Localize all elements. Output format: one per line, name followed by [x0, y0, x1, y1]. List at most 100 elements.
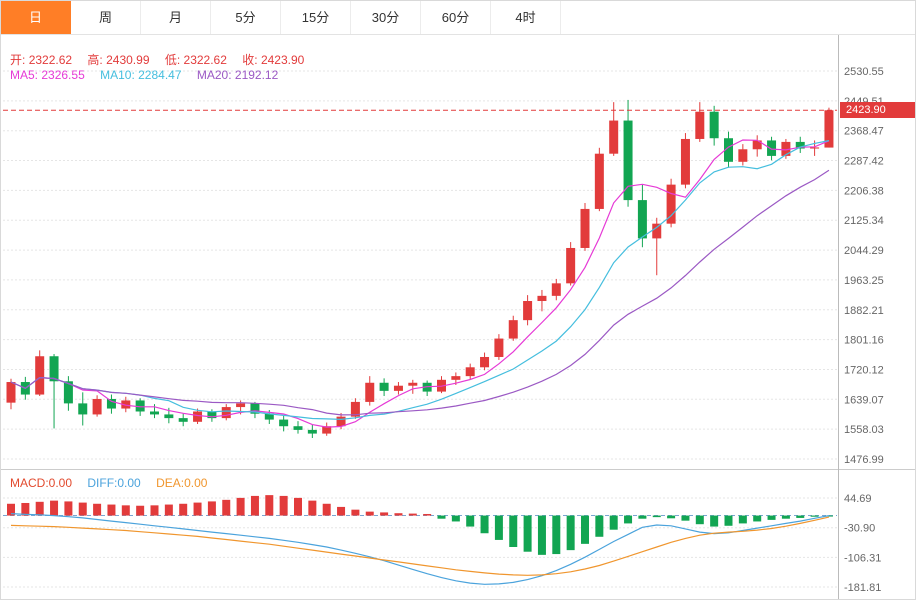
price-axis-label: 2206.38: [844, 185, 884, 197]
macd-hist-bar: [753, 515, 762, 522]
low-value: 2322.62: [183, 53, 227, 67]
macd-value: 0.00: [48, 476, 73, 490]
ma5-line: [10, 139, 830, 428]
macd-hist-bar: [294, 497, 302, 516]
tab-5min[interactable]: 5分: [211, 1, 281, 34]
tab-60min[interactable]: 60分: [421, 1, 491, 34]
candle-body: [609, 120, 619, 154]
candle-body: [207, 411, 217, 419]
candle-body: [480, 356, 490, 368]
macd-hist-bar: [7, 503, 15, 516]
macd-hist-bar: [21, 502, 30, 516]
ma-readout: MA5: 2326.55 MA10: 2284.47 MA20: 2192.12: [10, 68, 290, 82]
macd-hist-bar: [35, 501, 44, 516]
candle-body: [752, 140, 762, 150]
macd-hist-bar: [624, 515, 633, 524]
macd-hist-bar: [523, 515, 532, 552]
macd-hist-bar: [193, 502, 202, 516]
candle-body: [350, 401, 360, 417]
candle-body: [121, 400, 131, 409]
close-label: 收:: [242, 53, 258, 67]
open-label: 开:: [10, 53, 26, 67]
candle-body: [566, 247, 576, 284]
macd-hist-bar: [796, 515, 805, 518]
candle-body: [666, 184, 676, 224]
candle-body: [365, 382, 375, 402]
macd-hist-bar: [451, 515, 460, 522]
candle-body: [63, 381, 73, 404]
candle-body: [106, 398, 116, 409]
candle-body: [250, 403, 260, 414]
candle-body: [652, 223, 662, 239]
candle-body: [6, 382, 16, 403]
macd-hist-bar: [179, 503, 188, 516]
candle-body: [537, 295, 547, 302]
macd-hist-bar: [308, 500, 317, 516]
macd-hist-bar: [537, 515, 546, 555]
macd-hist-bar: [581, 515, 589, 544]
macd-hist-bar: [78, 502, 87, 516]
candle-body: [680, 138, 690, 185]
macd-hist-bar: [566, 515, 575, 551]
candle-body: [35, 356, 45, 395]
candle-body: [336, 416, 346, 427]
candle-body: [738, 149, 748, 162]
candle-body: [92, 398, 102, 415]
candle-body: [810, 147, 820, 149]
diff-value: 0.00: [117, 476, 141, 490]
candle-body: [236, 403, 246, 408]
macd-hist-bar: [107, 504, 116, 516]
macd-hist-bar: [767, 515, 776, 520]
candle-body: [408, 382, 418, 386]
high-value: 2430.99: [106, 53, 150, 67]
macd-hist-bar: [222, 499, 231, 516]
tab-4hour[interactable]: 4时: [491, 1, 561, 34]
ma10-label: MA10:: [100, 68, 135, 82]
candle-body: [767, 140, 777, 156]
candle-body: [264, 413, 274, 420]
ma10-line: [10, 140, 830, 421]
macd-hist-bar: [738, 515, 747, 524]
macd-hist-bar: [466, 515, 475, 527]
macd-hist-bar: [150, 505, 159, 516]
macd-hist-bar: [93, 503, 102, 516]
price-axis-label: 2530.55: [844, 66, 884, 78]
candle-body: [594, 153, 604, 209]
price-axis-label: 1476.99: [844, 454, 884, 466]
candle-body: [279, 419, 289, 427]
macd-hist-bar: [408, 513, 417, 516]
tab-30min[interactable]: 30分: [351, 1, 421, 34]
tab-15min[interactable]: 15分: [281, 1, 351, 34]
candle-body: [451, 376, 461, 380]
candle-body: [824, 110, 834, 148]
diff-label: DIFF:: [87, 476, 118, 490]
candle-body: [78, 403, 88, 415]
macd-readout: MACD:0.00 DIFF:0.00 DEA:0.00: [10, 476, 219, 490]
macd-hist-bar: [724, 515, 733, 526]
tab-month[interactable]: 月: [141, 1, 211, 34]
candle-body: [724, 138, 733, 162]
candle-body: [49, 356, 59, 382]
candle-body: [150, 411, 159, 415]
candle-body: [637, 200, 647, 239]
macd-axis-label: -181.81: [844, 582, 881, 594]
macd-hist-bar: [236, 497, 245, 516]
ma5-label: MA5:: [10, 68, 39, 82]
macd-hist-bar: [50, 500, 59, 516]
macd-axis-label: -106.31: [844, 552, 881, 564]
macd-hist-bar: [710, 515, 719, 527]
candle-body: [795, 141, 805, 149]
macd-hist-bar: [394, 513, 403, 516]
macd-hist-bar: [609, 515, 618, 530]
price-axis-label: 2044.29: [844, 245, 884, 257]
candle-body: [695, 111, 705, 139]
ma20-value: 2192.12: [234, 68, 279, 82]
tab-day[interactable]: 日: [1, 1, 71, 34]
open-value: 2322.62: [28, 53, 73, 67]
current-price-tag: 2423.90: [840, 102, 915, 119]
diff-line: [10, 513, 830, 585]
tab-week[interactable]: 周: [71, 1, 141, 34]
macd-hist-bar: [380, 512, 389, 516]
